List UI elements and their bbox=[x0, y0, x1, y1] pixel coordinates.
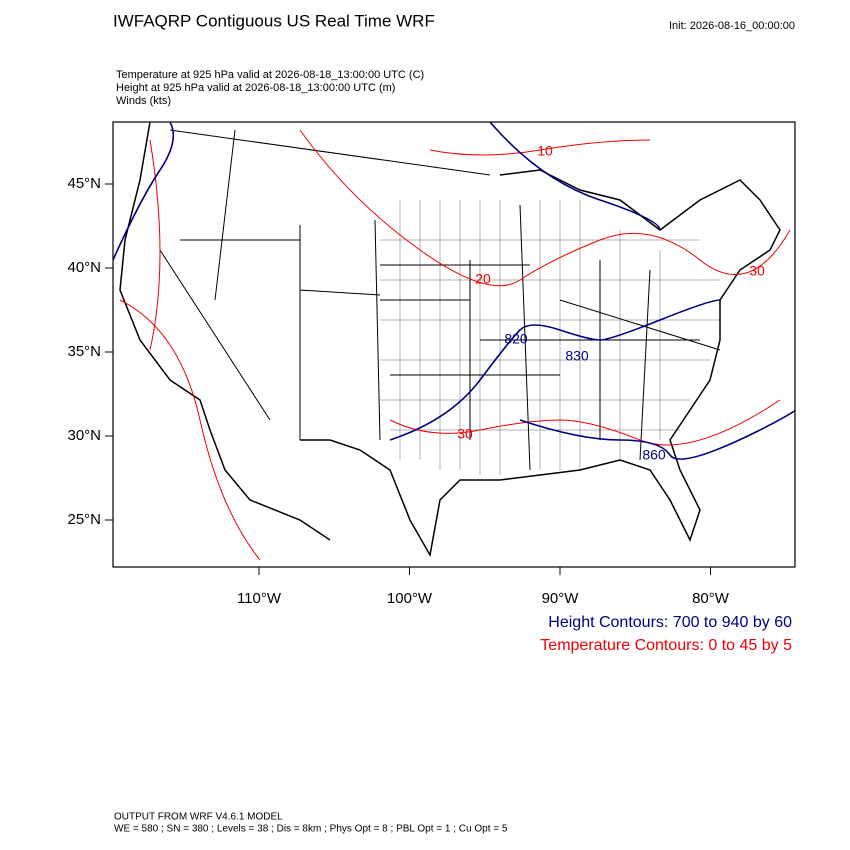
lon-label: 100°W bbox=[387, 590, 433, 607]
height-label: 830 bbox=[565, 348, 589, 364]
county-lines bbox=[380, 200, 720, 475]
field-line: Height at 925 hPa valid at 2026-08-18_13… bbox=[116, 82, 395, 94]
lon-label: 110°W bbox=[237, 590, 282, 607]
height-label: 820 bbox=[504, 331, 528, 347]
field-line: Winds (kts) bbox=[116, 95, 171, 107]
title: IWFAQRP Contiguous US Real Time WRF bbox=[113, 11, 435, 30]
map-frame bbox=[112, 121, 796, 568]
coastline bbox=[119, 122, 781, 558]
footer-config: WE = 580 ; SN = 380 ; Levels = 38 ; Dis … bbox=[114, 824, 508, 835]
temperature-label: 10 bbox=[537, 143, 553, 159]
footer-model: OUTPUT FROM WRF V4.6.1 MODEL bbox=[114, 812, 283, 823]
init-time: Init: 2026-08-16_00:00:00 bbox=[669, 20, 795, 32]
temperature-label: 30 bbox=[457, 426, 473, 442]
lat-label: 45°N bbox=[67, 175, 101, 192]
height-legend: Height Contours: 700 to 940 by 60 bbox=[548, 614, 792, 631]
temperature-contours bbox=[119, 129, 791, 561]
lon-label: 80°W bbox=[692, 590, 730, 607]
lat-label: 25°N bbox=[67, 511, 101, 528]
lat-label: 30°N bbox=[67, 427, 101, 444]
map: 820 830 860 20 30 30 10 bbox=[112, 121, 796, 568]
height-label: 860 bbox=[642, 447, 666, 463]
height-contours bbox=[113, 122, 795, 460]
lon-label: 90°W bbox=[542, 590, 580, 607]
temperature-label: 20 bbox=[475, 271, 491, 287]
lat-label: 40°N bbox=[67, 259, 101, 276]
lat-label: 35°N bbox=[67, 343, 101, 360]
field-line: Temperature at 925 hPa valid at 2026-08-… bbox=[116, 69, 424, 81]
temperature-legend: Temperature Contours: 0 to 45 by 5 bbox=[540, 637, 792, 654]
temperature-label: 30 bbox=[749, 263, 765, 279]
state-borders bbox=[159, 129, 721, 471]
